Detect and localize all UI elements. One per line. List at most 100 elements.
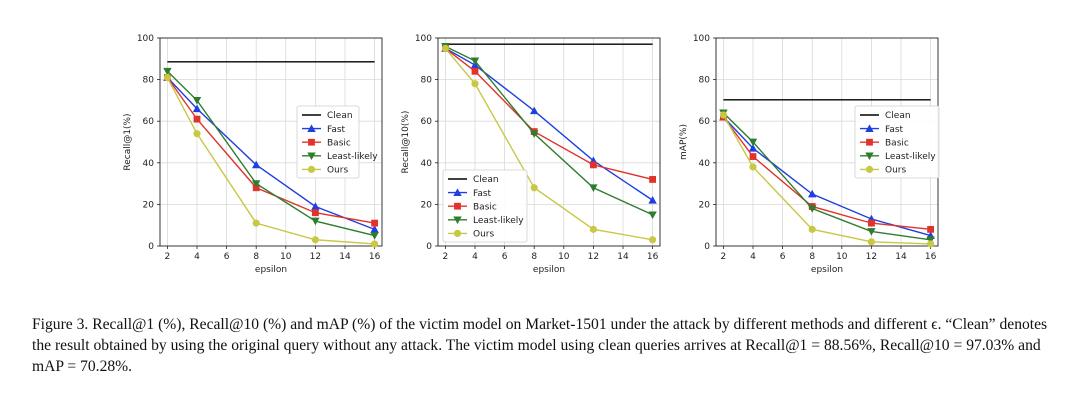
y-tick-label: 0 (148, 242, 154, 252)
y-tick-label: 40 (143, 159, 155, 169)
x-axis-label: epsilon (811, 265, 843, 275)
point-least-likely (926, 236, 935, 244)
legend-label-fast: Fast (473, 189, 492, 199)
plot-frame (437, 37, 661, 247)
point-least-likely (470, 57, 480, 66)
point-basic (471, 67, 479, 75)
legend-marker-least-likely (865, 152, 874, 160)
y-tick-label: 0 (704, 242, 710, 252)
x-tick-label: 12 (310, 252, 321, 262)
legend-label-least-likely: Least-likely (327, 152, 378, 162)
y-axis-label: Recall@1(%) (123, 113, 133, 170)
y-tick-label: 80 (143, 76, 155, 86)
point-ours (252, 219, 260, 227)
y-axis-label: mAP(%) (679, 124, 689, 160)
point-ours (719, 111, 728, 119)
point-fast (192, 104, 202, 113)
legend-label-clean: Clean (473, 175, 499, 185)
x-axis-label: epsilon (255, 265, 287, 275)
y-axis-label: Recall@10(%) (401, 111, 411, 174)
point-basic (312, 209, 319, 217)
x-tick-label: 16 (647, 252, 659, 262)
point-least-likely (192, 97, 202, 105)
point-fast (808, 189, 817, 198)
point-fast (530, 106, 539, 115)
x-tick-label: 14 (339, 252, 351, 262)
x-tick-label: 16 (369, 252, 381, 262)
point-fast (748, 144, 758, 152)
legend-marker-ours (865, 165, 874, 173)
legend-label-clean: Clean (885, 111, 911, 121)
x-tick-label: 8 (531, 252, 537, 262)
point-fast (252, 160, 261, 169)
point-basic (749, 153, 757, 160)
x-tick-label: 14 (895, 252, 907, 262)
legend-marker-basic (454, 202, 461, 210)
chart-map: 2 4 6 8 10 12 14 16 0 20 40 60 80 100 epsilon mAP(%) Cle… (679, 34, 940, 275)
figure-charts: 2 4 6 8 10 12 14 16 0 20 40 60 80 100 epsilon Recall@1(… (123, 34, 940, 275)
legend-label-fast: Fast (327, 125, 346, 135)
x-axis-label: epsilon (533, 265, 565, 275)
legend-marker-ours (453, 229, 462, 237)
x-tick-label: 6 (224, 252, 230, 262)
y-tick-label: 100 (693, 34, 710, 44)
legend-label-fast: Fast (885, 125, 904, 135)
point-ours (471, 80, 479, 88)
point-ours (749, 163, 757, 171)
x-tick-label: 16 (925, 252, 937, 262)
y-tick-label: 20 (699, 200, 711, 210)
y-tick-label: 80 (699, 76, 711, 86)
y-tick-label: 20 (421, 200, 433, 210)
y-tick-label: 80 (421, 76, 433, 86)
point-least-likely (808, 205, 817, 213)
point-ours (163, 73, 171, 82)
legend-marker-ours (307, 165, 316, 173)
x-tick-label: 2 (443, 252, 449, 262)
chart-recall-at-1: 2 4 6 8 10 12 14 16 0 20 40 60 80 100 epsilon Recall@1(… (123, 34, 383, 275)
point-basic (649, 176, 656, 183)
point-fast (370, 225, 379, 233)
legend-marker-fast (307, 124, 316, 132)
legend-box (442, 169, 528, 243)
legend-label-ours: Ours (327, 166, 348, 176)
point-fast (311, 202, 320, 210)
point-ours (867, 238, 876, 246)
legend-label-basic: Basic (327, 138, 351, 148)
x-tick-label: 2 (165, 252, 171, 262)
legend-box (296, 105, 360, 179)
figure-caption: Figure 3. Recall@1 (%), Recall@10 (%) an… (32, 316, 1048, 375)
point-ours (193, 130, 201, 138)
x-tick-label: 12 (866, 252, 877, 262)
y-tick-label: 40 (421, 159, 433, 169)
chart-recall-at-10: 2 4 6 8 10 12 14 16 0 20 40 60 80 100 epsilon Recall@10… (401, 34, 661, 275)
legend-box (854, 105, 940, 179)
point-basic (193, 115, 201, 123)
legend-label-least-likely: Least-likely (473, 216, 524, 226)
x-tick-label: 2 (721, 252, 727, 262)
point-ours (371, 240, 379, 248)
x-tick-label: 6 (502, 252, 508, 262)
x-tick-label: 4 (194, 252, 200, 262)
legend-label-ours: Ours (473, 230, 494, 240)
point-least-likely (648, 211, 657, 219)
point-ours (311, 236, 319, 244)
legend-marker-basic (308, 138, 315, 146)
point-basic (371, 219, 378, 227)
point-least-likely (311, 217, 320, 226)
point-least-likely (252, 180, 261, 188)
legend-label-clean: Clean (327, 111, 353, 121)
point-basic (590, 161, 597, 169)
x-tick-label: 6 (780, 252, 786, 262)
point-least-likely (748, 138, 758, 147)
point-ours (530, 184, 538, 192)
y-tick-label: 20 (143, 200, 155, 210)
point-least-likely (867, 228, 876, 236)
legend-label-basic: Basic (473, 202, 497, 212)
x-tick-label: 10 (836, 252, 848, 262)
y-tick-label: 100 (137, 34, 154, 44)
point-ours (441, 44, 449, 53)
y-tick-label: 60 (143, 117, 155, 127)
x-tick-label: 14 (617, 252, 629, 262)
legend-marker-fast (865, 124, 874, 132)
point-basic (927, 225, 934, 233)
